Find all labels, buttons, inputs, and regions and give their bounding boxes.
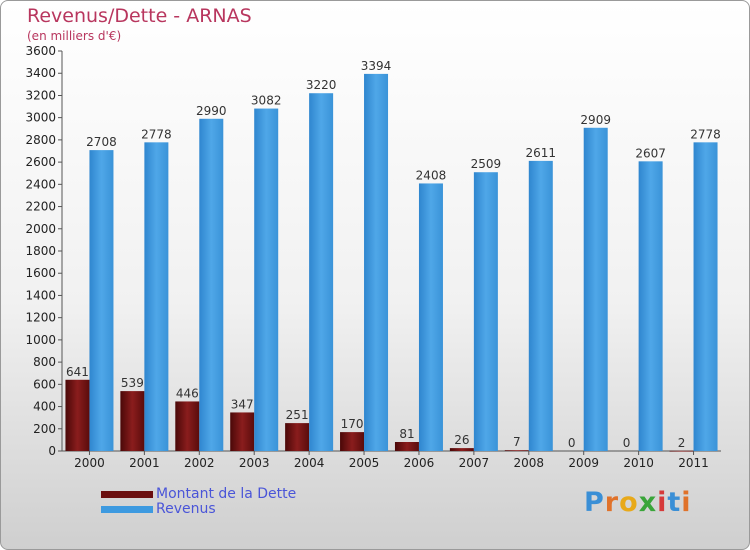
- revenue-bar: [199, 118, 224, 452]
- x-tick-label: 2004: [294, 456, 325, 470]
- revenue-value-label: 2607: [635, 146, 666, 160]
- debt-value-label: 81: [399, 427, 414, 441]
- y-tick-label: 3000: [25, 111, 56, 125]
- y-tick-label: 400: [33, 400, 56, 414]
- revenue-bar: [638, 161, 663, 452]
- y-tick-label: 1200: [25, 311, 56, 325]
- debt-value-label: 170: [341, 417, 364, 431]
- debt-value-label: 0: [623, 436, 631, 450]
- debt-value-label: 0: [568, 436, 576, 450]
- debt-value-label: 26: [454, 433, 469, 447]
- revenue-value-label: 2509: [471, 157, 502, 171]
- logo-letter: r: [604, 487, 620, 518]
- logo-letter: t: [667, 487, 682, 518]
- x-tick-label: 2002: [184, 456, 215, 470]
- debt-bar: [230, 412, 255, 451]
- debt-bar: [669, 450, 694, 452]
- y-tick-label: 1400: [25, 288, 56, 302]
- legend-swatch-debt: [101, 491, 153, 498]
- debt-bar: [449, 448, 474, 451]
- x-tick-label: 2008: [514, 456, 545, 470]
- x-tick-label: 2006: [404, 456, 435, 470]
- debt-bar: [175, 401, 200, 451]
- debt-value-label: 7: [513, 435, 521, 449]
- revenue-bar: [144, 142, 169, 452]
- x-tick-label: 2009: [568, 456, 599, 470]
- revenue-bar: [693, 142, 718, 452]
- revenue-bar: [309, 93, 334, 451]
- revenue-value-label: 2909: [580, 113, 611, 127]
- revenue-value-label: 2990: [196, 104, 227, 118]
- y-tick-label: 3400: [25, 66, 56, 80]
- revenue-bar: [418, 183, 443, 451]
- debt-value-label: 347: [231, 397, 254, 411]
- logo-letter: i: [681, 487, 692, 518]
- debt-bar: [285, 423, 310, 451]
- logo-letter: o: [619, 487, 639, 518]
- legend-label-revenue: Revenus: [156, 501, 216, 517]
- y-tick-label: 2200: [25, 200, 56, 214]
- debt-bar: [504, 450, 529, 452]
- y-tick-label: 0: [48, 444, 56, 458]
- y-tick-label: 200: [33, 422, 56, 436]
- y-tick-label: 2400: [25, 177, 56, 191]
- revenue-bar: [528, 160, 553, 451]
- chart-subtitle: (en milliers d'€): [27, 29, 122, 43]
- debt-value-label: 2: [678, 436, 686, 450]
- y-tick-label: 3600: [25, 44, 56, 58]
- legend-swatch-revenue: [101, 506, 153, 513]
- debt-value-label: 539: [121, 376, 144, 390]
- x-tick-label: 2010: [623, 456, 654, 470]
- x-tick-label: 2003: [239, 456, 270, 470]
- y-tick-label: 1800: [25, 244, 56, 258]
- debt-value-label: 251: [286, 408, 309, 422]
- debt-bar: [65, 379, 90, 451]
- revenue-bar: [583, 127, 608, 452]
- y-tick-label: 1600: [25, 266, 56, 280]
- y-tick-label: 2000: [25, 222, 56, 236]
- x-tick-label: 2005: [349, 456, 380, 470]
- chart-title: Revenus/Dette - ARNAS: [27, 5, 252, 27]
- y-tick-label: 2800: [25, 133, 56, 147]
- revenue-bar: [254, 108, 279, 452]
- revenue-value-label: 2408: [416, 168, 447, 182]
- y-tick-label: 600: [33, 377, 56, 391]
- debt-bar: [340, 432, 365, 451]
- revenue-value-label: 2778: [141, 127, 172, 141]
- y-tick-label: 1000: [25, 333, 56, 347]
- y-tick-label: 800: [33, 355, 56, 369]
- logo-letter: i: [657, 487, 668, 518]
- logo-letter: P: [584, 487, 605, 518]
- y-tick-label: 3200: [25, 88, 56, 102]
- revenue-value-label: 2611: [526, 146, 557, 160]
- revenue-bar: [473, 172, 498, 451]
- x-tick-label: 2011: [678, 456, 709, 470]
- debt-bar: [394, 442, 419, 451]
- proxiti-logo: Proxiti: [584, 487, 692, 518]
- legend-label-debt: Montant de la Dette: [156, 486, 297, 502]
- revenue-value-label: 3082: [251, 94, 282, 108]
- revenue-value-label: 3394: [361, 59, 392, 73]
- revenue-value-label: 2778: [690, 127, 721, 141]
- revenue-bar: [89, 150, 114, 451]
- x-tick-label: 2001: [129, 456, 160, 470]
- revenue-value-label: 3220: [306, 78, 337, 92]
- debt-value-label: 641: [66, 365, 89, 379]
- debt-value-label: 446: [176, 386, 199, 400]
- revenue-bar: [364, 73, 389, 451]
- x-tick-label: 2000: [74, 456, 105, 470]
- revenue-value-label: 2708: [86, 135, 117, 149]
- y-tick-label: 2600: [25, 155, 56, 169]
- logo-letter: x: [638, 487, 658, 518]
- x-tick-label: 2007: [459, 456, 490, 470]
- debt-bar: [120, 391, 145, 451]
